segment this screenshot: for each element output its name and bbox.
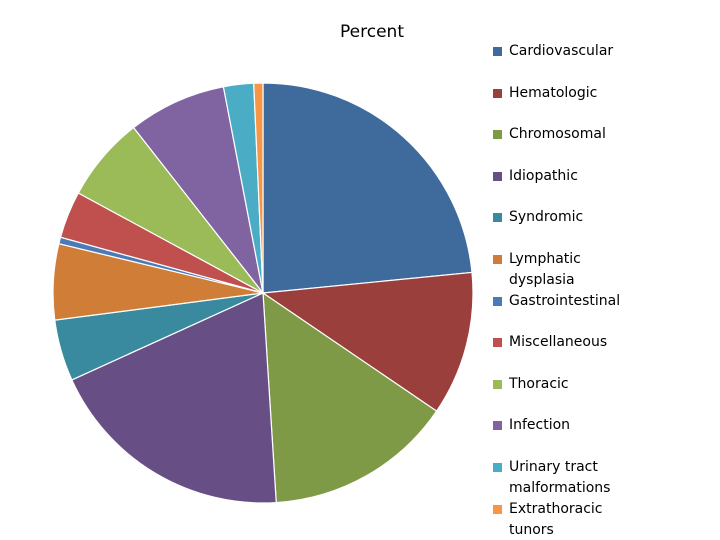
legend-swatch [493, 88, 502, 98]
legend-label: Infection [509, 417, 571, 434]
legend-item: Cardiovascular [493, 41, 643, 62]
legend-item: Idiopathic [493, 166, 643, 187]
legend-swatch [493, 255, 502, 264]
legend-label: Hematologic [509, 84, 598, 101]
legend-swatch [493, 338, 502, 348]
legend-swatch [493, 47, 502, 56]
pie-slice [261, 271, 474, 412]
legend-label: Gastrointestinal [509, 292, 621, 309]
legend-swatch [493, 213, 502, 223]
legend-item: Lymphatic dysplasia [493, 249, 643, 291]
legend-swatch [493, 421, 502, 431]
legend-swatch [493, 130, 502, 140]
legend-item: Thoracic [493, 374, 643, 395]
legend-label: Chromosomal [509, 126, 606, 143]
legend-item: Syndromic [493, 207, 643, 228]
legend-label: Extrathoracic tunors [509, 501, 603, 538]
legend-label: Syndromic [509, 209, 584, 226]
legend-item: Miscellaneous [493, 332, 643, 353]
legend-swatch [493, 379, 502, 389]
pie-slice [132, 86, 264, 294]
pie-slice [71, 292, 277, 504]
chart-title: Percent [340, 22, 404, 42]
legend-item: Urinary tract malformations [493, 457, 643, 499]
legend-swatch [493, 296, 502, 306]
legend-item: Infection [493, 415, 643, 436]
legend-label: Lymphatic dysplasia [509, 251, 581, 288]
legend-label: Cardiovascular [509, 43, 614, 59]
pie-slice [262, 82, 473, 294]
legend-item: Hematologic [493, 83, 643, 104]
legend-item: Chromosomal [493, 124, 643, 145]
legend-label: Thoracic [509, 375, 569, 392]
legend-item: Gastrointestinal [493, 291, 643, 312]
legend-swatch [493, 505, 502, 514]
legend-swatch [493, 463, 502, 472]
legend-label: Miscellaneous [509, 334, 608, 351]
pie-slice [253, 82, 264, 294]
legend-item: Extrathoracic tunors [493, 499, 643, 540]
pie-slice [262, 291, 438, 504]
legend-swatch [493, 171, 502, 181]
legend-label: Urinary tract malformations [509, 459, 611, 496]
legend-label: Idiopathic [509, 167, 578, 184]
